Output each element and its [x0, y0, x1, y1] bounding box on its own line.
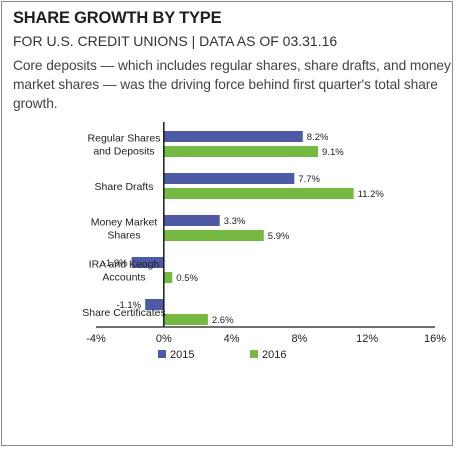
category-label-1-0: Share Drafts: [95, 181, 154, 193]
legend-label-2015: 2015: [170, 349, 194, 361]
value-label-2016-4: 2.6%: [212, 315, 234, 326]
bar-2015-4: [145, 299, 164, 310]
legend-swatch-2015: [158, 350, 166, 358]
category-label-2-0: Money Market: [91, 217, 158, 229]
legend-label-2016: 2016: [262, 349, 286, 361]
chart-subtitle: FOR U.S. CREDIT UNIONS | DATA AS OF 03.3…: [13, 33, 338, 49]
category-label-0-0: Regular Shares: [88, 133, 161, 145]
x-tick-label-1: 0%: [156, 333, 172, 345]
category-label-0-1: and Deposits: [93, 146, 154, 158]
bar-2015-0: [163, 131, 303, 142]
value-label-2015-0: 8.2%: [307, 132, 329, 143]
bar-2016-0: [163, 146, 319, 157]
legend-swatch-2016: [250, 350, 258, 358]
category-label-3-0: IRA and Keogh: [89, 259, 160, 271]
bar-2016-1: [163, 188, 354, 199]
category-label-3-1: Accounts: [102, 272, 145, 284]
bar-2015-2: [163, 215, 220, 226]
bar-2016-2: [163, 230, 264, 241]
value-label-2015-2: 3.3%: [224, 216, 246, 227]
bar-2015-1: [163, 173, 295, 184]
value-label-2015-4: -1.1%: [116, 300, 141, 311]
x-tick-label-2: 4%: [224, 333, 240, 345]
x-tick-label-5: 16%: [424, 333, 446, 345]
chart-description: Core deposits — which includes regular s…: [13, 58, 451, 111]
bar-2015-3: [131, 257, 164, 268]
bar-2016-4: [163, 314, 208, 325]
x-tick-label-4: 12%: [356, 333, 378, 345]
value-label-2016-3: 0.5%: [176, 273, 198, 284]
value-label-2016-0: 9.1%: [322, 147, 344, 158]
chart-title: SHARE GROWTH BY TYPE: [13, 9, 222, 27]
value-label-2016-1: 11.2%: [358, 189, 385, 200]
value-label-2016-2: 5.9%: [268, 231, 290, 242]
bar-2016-3: [163, 272, 173, 283]
category-label-4-0: Share Certificates: [82, 307, 165, 319]
value-label-2015-1: 7.7%: [298, 174, 320, 185]
category-label-2-1: Shares: [107, 230, 140, 242]
x-tick-label-3: 8%: [291, 333, 307, 345]
value-label-2015-3: -1.9%: [103, 258, 128, 269]
x-tick-label-0: -4%: [86, 333, 106, 345]
